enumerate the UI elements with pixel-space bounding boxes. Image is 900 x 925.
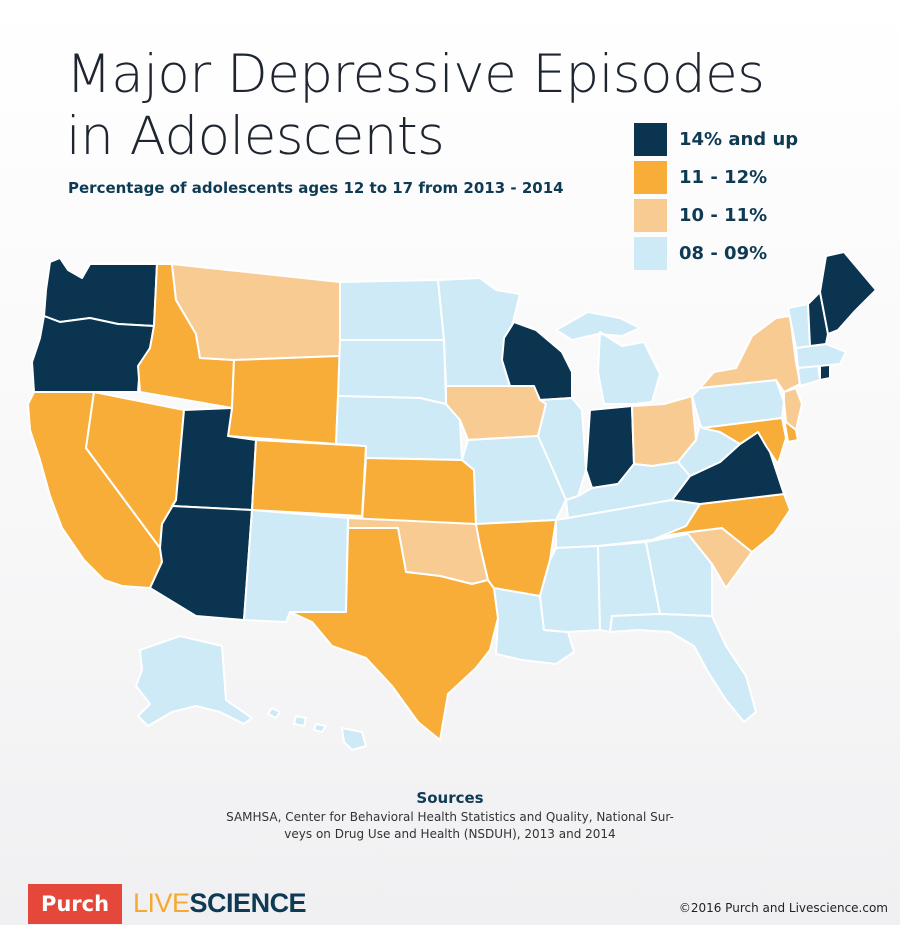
state-fl <box>609 613 757 723</box>
legend-label-mid: 10 - 11% <box>679 204 768 226</box>
legend-item-low: 08 - 09% <box>634 234 798 272</box>
legend-swatch-mid <box>634 198 667 232</box>
state-mi <box>555 311 661 405</box>
state-ak <box>135 635 253 727</box>
sources-line-1: SAMHSA, Center for Behavioral Health Sta… <box>226 810 674 824</box>
title-line-1: Major Depressive Episodes <box>66 44 765 105</box>
state-ga <box>645 533 713 617</box>
livescience-logo-science: SCIENCE <box>189 888 307 918</box>
state-ny <box>699 315 801 393</box>
purch-logo: Purch <box>28 884 122 924</box>
legend-swatch-midhigh <box>634 160 667 194</box>
livescience-logo: LIVESCIENCE <box>133 888 307 919</box>
state-hi <box>267 707 367 751</box>
state-nm <box>243 509 349 623</box>
legend-item-high: 14% and up <box>634 120 798 158</box>
state-nj <box>783 387 803 431</box>
page-title: Major Depressive Episodes in Adolescents <box>66 44 806 168</box>
livescience-logo-live: LIVE <box>133 888 190 918</box>
state-wa <box>43 257 158 327</box>
legend-swatch-low <box>634 236 667 270</box>
state-me <box>819 251 877 335</box>
state-md <box>701 417 787 465</box>
title-line-2: in Adolescents <box>66 106 445 167</box>
state-az <box>149 499 253 621</box>
sources: Sources SAMHSA, Center for Behavioral He… <box>150 789 750 843</box>
state-co <box>251 439 367 517</box>
state-sd <box>337 339 447 405</box>
subtitle: Percentage of adolescents ages 12 to 17 … <box>68 179 564 197</box>
legend: 14% and up 11 - 12% 10 - 11% 08 - 09% <box>634 120 798 272</box>
legend-item-mid: 10 - 11% <box>634 196 798 234</box>
sources-line-2: veys on Drug Use and Health (NSDUH), 201… <box>284 827 616 841</box>
state-ks <box>361 457 477 525</box>
state-nh <box>807 291 829 347</box>
legend-label-low: 08 - 09% <box>679 242 768 264</box>
legend-swatch-high <box>634 122 667 156</box>
legend-label-high: 14% and up <box>679 128 799 150</box>
legend-item-midhigh: 11 - 12% <box>634 158 798 196</box>
sources-title: Sources <box>416 789 484 807</box>
sources-text: SAMHSA, Center for Behavioral Health Sta… <box>150 809 750 843</box>
state-nd <box>339 279 445 341</box>
state-or <box>31 315 155 393</box>
state-wy <box>227 355 341 445</box>
state-mt <box>171 263 341 361</box>
copyright: ©2016 Purch and Livescience.com <box>678 901 888 915</box>
legend-label-midhigh: 11 - 12% <box>679 166 768 188</box>
state-tx <box>289 527 499 741</box>
